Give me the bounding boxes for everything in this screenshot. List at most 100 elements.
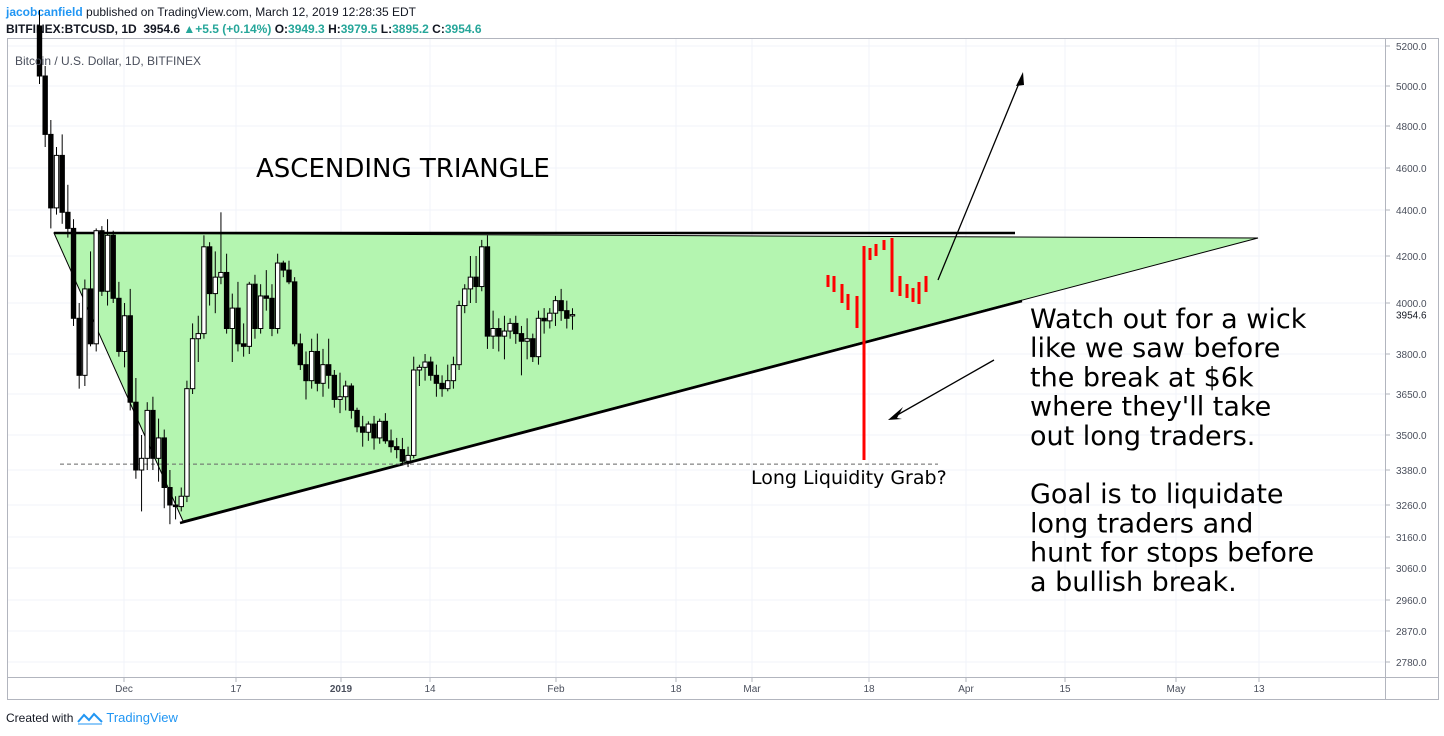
high-label: H: xyxy=(328,22,341,36)
candle-up xyxy=(121,315,128,352)
candle-down xyxy=(394,446,400,451)
candle-down xyxy=(235,307,241,345)
candle-down xyxy=(371,423,377,439)
candle-down xyxy=(297,343,304,366)
pattern-label: ASCENDING TRIANGLE xyxy=(256,154,550,184)
candle-down xyxy=(87,288,94,345)
candle-down xyxy=(314,350,321,384)
x-tick-label: Apr xyxy=(958,684,974,695)
price-change: +5.5 (+0.14%) xyxy=(195,22,272,36)
note-line: Watch out for a wick xyxy=(1030,304,1307,335)
candle-up xyxy=(53,154,60,209)
y-tick-label: 4200.0 xyxy=(1396,252,1427,263)
candle-down xyxy=(206,246,213,295)
candle-up xyxy=(445,380,451,390)
x-tick-label: 2019 xyxy=(330,684,353,695)
support-line xyxy=(179,299,1023,525)
low-value: 3895.2 xyxy=(392,22,429,36)
candle-down xyxy=(439,382,445,390)
candle-up xyxy=(178,495,184,508)
candle-up xyxy=(411,369,417,456)
open-value: 3949.3 xyxy=(288,22,325,36)
candle-down xyxy=(280,262,287,271)
high-value: 3979.5 xyxy=(340,22,378,36)
candle-down xyxy=(530,338,536,358)
candle-up xyxy=(490,328,496,337)
candle-up xyxy=(93,230,99,345)
tradingview-brand-link[interactable]: TradingView xyxy=(106,710,178,725)
candle-down xyxy=(473,276,479,288)
open-label: O: xyxy=(274,22,289,36)
close-value: 3954.6 xyxy=(444,22,482,36)
note-line: out long traders. xyxy=(1030,421,1255,452)
note-line: long traders and xyxy=(1030,508,1253,539)
candle-down xyxy=(433,374,440,384)
y-tick-label: 5200.0 xyxy=(1396,42,1427,53)
publish-line: jacobcanfield published on TradingView.c… xyxy=(6,5,416,19)
candle-down xyxy=(325,364,332,376)
x-tick-label: May xyxy=(1167,684,1186,695)
candle-down xyxy=(36,25,43,77)
candle-down xyxy=(127,315,133,403)
candle-up xyxy=(138,457,145,471)
candle-down xyxy=(518,333,525,342)
candle-up xyxy=(450,364,457,382)
candle-down xyxy=(167,487,173,506)
time-axis[interactable]: Dec 17 2019 14 Feb 18 Mar 18 Apr 15 May 13 xyxy=(115,677,1265,695)
y-tick-label: 3260.0 xyxy=(1396,501,1427,512)
created-with-label: Created with xyxy=(6,710,74,725)
candle-down xyxy=(150,409,156,459)
note-line: hunt for stops before xyxy=(1030,538,1314,569)
candle-up xyxy=(104,234,111,292)
candle-down xyxy=(331,374,338,400)
candle-down xyxy=(70,227,77,319)
plot-frame xyxy=(7,38,1439,700)
candle-up xyxy=(320,364,326,384)
y-tick-label: 4600.0 xyxy=(1396,164,1427,175)
candle-down xyxy=(172,504,179,508)
y-tick-label: 4800.0 xyxy=(1396,122,1427,133)
candle-up xyxy=(416,366,423,371)
y-tick-label: 5000.0 xyxy=(1396,82,1427,93)
price-axis[interactable]: 5200.0 5000.0 4800.0 4600.0 4400.0 4200.0 4000… xyxy=(1385,42,1427,669)
candle-up xyxy=(274,262,281,329)
candle-up xyxy=(456,305,462,366)
tradingview-logo-icon xyxy=(77,712,104,725)
candle-up xyxy=(246,283,252,347)
candle-down xyxy=(558,300,564,312)
x-tick-label: 17 xyxy=(230,684,242,695)
y-tick-label: 2960.0 xyxy=(1396,596,1427,607)
candle-down xyxy=(99,230,105,292)
candle-up xyxy=(189,338,196,390)
candle-down xyxy=(564,310,570,319)
candle-up xyxy=(479,246,485,288)
up-triangle-icon: ▲ xyxy=(183,22,196,36)
candle-up xyxy=(342,385,349,398)
candle-up xyxy=(462,288,468,307)
x-tick-label: Dec xyxy=(115,684,133,695)
candle-up xyxy=(569,314,576,317)
x-tick-label: 18 xyxy=(863,684,875,695)
x-tick-label: Mar xyxy=(743,684,761,695)
close-label: C: xyxy=(432,22,445,36)
candle-up xyxy=(535,317,542,358)
footer: Created with TradingView xyxy=(6,710,178,725)
breakout-arrowhead xyxy=(1016,72,1024,86)
candle-down xyxy=(263,295,270,299)
candle-up xyxy=(155,437,162,459)
candle-up xyxy=(229,307,235,330)
candle-down xyxy=(42,75,48,135)
y-tick-label: 2870.0 xyxy=(1396,627,1427,638)
candle-up xyxy=(257,295,264,330)
author-link[interactable]: jacobcanfield xyxy=(6,5,83,19)
low-label: L: xyxy=(380,22,393,36)
candle-up xyxy=(547,312,553,322)
candle-down xyxy=(133,401,139,471)
liquidity-grab-label: Long Liquidity Grab? xyxy=(751,467,947,489)
candle-down xyxy=(348,385,355,411)
candle-down xyxy=(48,133,54,209)
candle-down xyxy=(513,322,519,335)
wick-arrow xyxy=(891,359,995,419)
